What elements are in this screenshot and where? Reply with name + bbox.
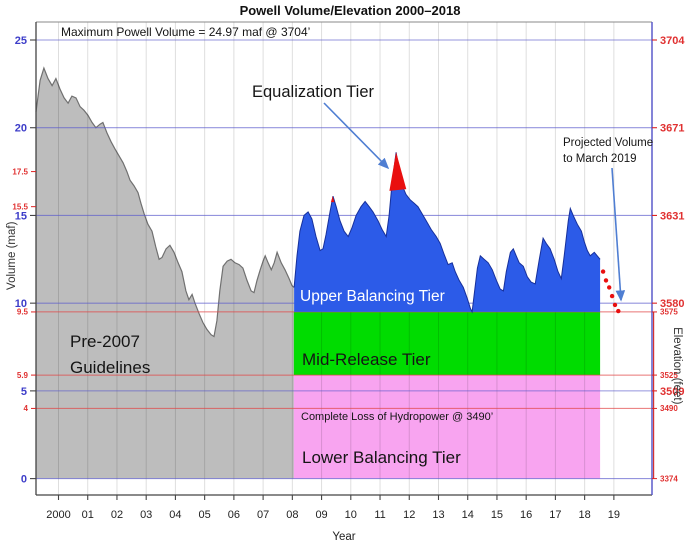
- right-minor-tick-label: 3525: [660, 371, 678, 380]
- x-tick-label: 09: [315, 509, 327, 521]
- left-major-tick-label: 25: [15, 35, 27, 47]
- x-tick-label: 19: [608, 509, 620, 521]
- post-2008-curve-outline: [293, 152, 601, 314]
- x-tick-label: 18: [579, 509, 591, 521]
- pre-2007-line1: Pre-2007: [70, 332, 140, 351]
- x-tick-label: 17: [549, 509, 561, 521]
- equalization-arrow: [323, 102, 390, 170]
- x-tick-label: 10: [345, 509, 357, 521]
- lower-balancing-tier-label: Lower Balancing Tier: [302, 448, 461, 467]
- projection-dot: [609, 293, 615, 299]
- left-major-tick-label: 10: [15, 298, 27, 310]
- right-minor-tick-label: 3490: [660, 404, 678, 413]
- x-tick-label: 01: [82, 509, 94, 521]
- mid-release-tier-label: Mid-Release Tier: [302, 350, 431, 369]
- projected-volume-line1: Projected Volume: [563, 137, 654, 149]
- left-major-tick-label: 5: [21, 386, 27, 398]
- left-minor-tick-label: 15.5: [12, 202, 28, 211]
- x-tick-label: 05: [199, 509, 211, 521]
- left-minor-tick-label: 4: [24, 404, 29, 413]
- pre-2007-line2: Guidelines: [70, 357, 151, 377]
- left-minor-tick-label: 5.9: [17, 371, 29, 380]
- projection-dot: [607, 285, 612, 290]
- x-tick-label: 11: [374, 509, 385, 521]
- y-axis-left-title: Volume (maf): [6, 221, 19, 290]
- post-2008-area: [294, 152, 601, 312]
- x-tick-label: 15: [491, 509, 503, 521]
- x-tick-label: 03: [140, 509, 152, 521]
- projected-volume-arrow: [611, 167, 626, 302]
- x-tick-label: 06: [228, 509, 240, 521]
- x-axis-title: Year: [332, 531, 356, 543]
- projected-volume-label: Projected Volume to March 2019: [563, 136, 653, 167]
- projected-volume-line2: to March 2019: [563, 152, 637, 165]
- x-tick-label: 16: [520, 509, 532, 521]
- hydropower-loss-label: Complete Loss of Hydropower @ 3490’: [301, 411, 494, 423]
- max-volume-note: Maximum Powell Volume = 24.97 maf @ 3704…: [61, 25, 311, 39]
- left-major-tick-label: 20: [15, 123, 27, 135]
- chart-title: Powell Volume/Elevation 2000–2018: [239, 3, 461, 18]
- left-major-tick-label: 15: [15, 210, 27, 222]
- right-major-tick-label: 3580: [660, 298, 684, 310]
- projection-dot: [612, 302, 618, 308]
- right-major-tick-label: 3631: [660, 210, 684, 222]
- left-minor-tick-label: 17.5: [12, 167, 28, 176]
- projection-dot: [603, 278, 609, 283]
- x-tick-label: 07: [257, 509, 269, 521]
- left-minor-tick-label: 9.5: [17, 308, 29, 317]
- right-major-tick-label: 3704: [660, 35, 685, 47]
- right-minor-tick-label: 3374: [660, 474, 678, 483]
- equalization-tier-label: Equalization Tier: [252, 83, 374, 101]
- x-tick-label: 02: [111, 509, 123, 521]
- x-tick-label: 04: [169, 509, 181, 521]
- equalization-cap: [330, 196, 335, 203]
- projection-dot: [600, 269, 606, 274]
- mid-release-band: [293, 311, 601, 376]
- right-minor-tick-label: 3575: [660, 308, 678, 317]
- x-tick-label: 13: [432, 509, 444, 521]
- y-axis-right-title: Elevation (feet): [670, 327, 683, 405]
- projection-dot: [616, 308, 621, 314]
- equalization-cap: [389, 152, 407, 191]
- pre-2007-area: [36, 68, 295, 479]
- x-tick-label: 2000: [46, 509, 70, 521]
- pre-2007-guidelines-label: Pre-2007 Guidelines: [70, 329, 150, 380]
- right-major-tick-label: 3671: [660, 123, 684, 135]
- right-major-tick-label: 3509: [660, 386, 684, 398]
- left-major-tick-label: 0: [21, 474, 27, 486]
- pre-2007-curve-outline: [35, 66, 295, 338]
- upper-balancing-tier-label: Upper Balancing Tier: [300, 288, 445, 305]
- x-tick-label: 08: [286, 509, 298, 521]
- lower-balancing-band: [293, 375, 601, 479]
- x-tick-label: 14: [462, 509, 474, 521]
- x-tick-label: 12: [403, 509, 415, 521]
